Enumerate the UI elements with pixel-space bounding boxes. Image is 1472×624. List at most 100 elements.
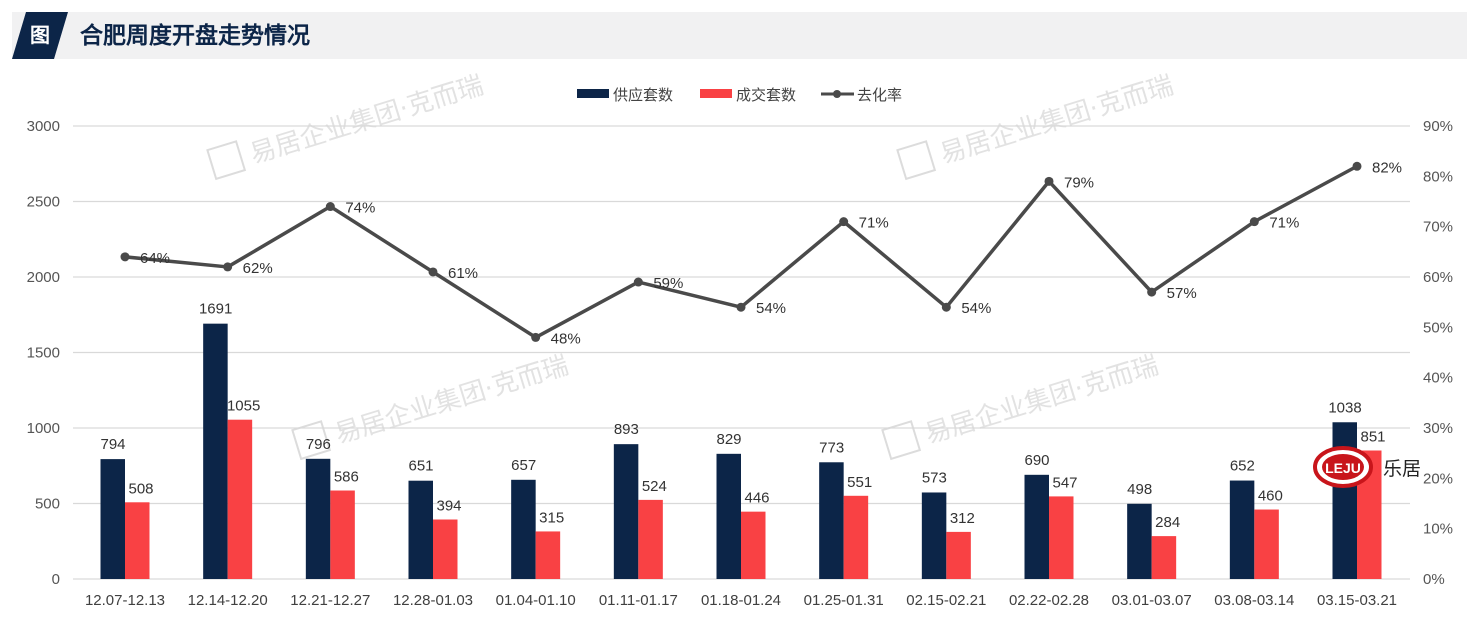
right-axis-tick: 0% bbox=[1423, 571, 1445, 588]
bar-label-supply: 829 bbox=[716, 431, 741, 448]
svg-text:易居企业集团·克而瑞: 易居企业集团·克而瑞 bbox=[922, 350, 1162, 450]
bar-label-deal: 284 bbox=[1155, 514, 1180, 531]
svg-text:易居企业集团·克而瑞: 易居企业集团·克而瑞 bbox=[247, 70, 487, 170]
x-axis-tick: 01.11-01.17 bbox=[599, 592, 678, 609]
bar-deal bbox=[535, 531, 561, 579]
gridlines bbox=[73, 125, 1410, 580]
title-band bbox=[12, 12, 1467, 59]
bar-supply bbox=[1024, 474, 1049, 579]
rate-marker bbox=[1352, 161, 1362, 171]
bar-label-supply: 657 bbox=[511, 457, 536, 474]
leju-logo-text: 乐居 bbox=[1383, 458, 1421, 480]
bar-deal bbox=[843, 495, 869, 579]
bar-label-supply: 652 bbox=[1230, 458, 1255, 475]
rate-marker bbox=[1044, 176, 1054, 186]
bar-label-deal: 460 bbox=[1258, 488, 1283, 505]
bar-label-deal: 851 bbox=[1360, 428, 1385, 445]
rate-marker bbox=[1249, 217, 1259, 227]
bar-label-deal: 394 bbox=[436, 498, 461, 515]
legend-label-supply: 供应套数 bbox=[613, 86, 673, 104]
watermark: 易居企业集团·克而瑞 bbox=[881, 350, 1162, 461]
bar-label-deal: 551 bbox=[847, 474, 872, 491]
bar-supply bbox=[1127, 503, 1152, 579]
legend-marker-rate bbox=[833, 90, 841, 98]
legend-swatch-supply bbox=[577, 89, 609, 98]
rate-marker bbox=[941, 302, 951, 312]
leju-logo: LEJU 乐居 bbox=[1313, 446, 1421, 488]
rate-marker bbox=[531, 332, 541, 342]
bar-supply bbox=[1332, 422, 1357, 579]
leju-logo-inner bbox=[1322, 454, 1364, 480]
rate-label: 62% bbox=[243, 260, 273, 277]
left-axis-tick: 1500 bbox=[27, 345, 60, 362]
rate-label: 57% bbox=[1167, 285, 1197, 302]
bar-label-supply: 690 bbox=[1024, 452, 1049, 469]
x-axis-tick: 12.28-01.03 bbox=[393, 592, 473, 609]
x-axis-tick: 02.22-02.28 bbox=[1009, 592, 1089, 609]
x-axis-tick: 03.08-03.14 bbox=[1214, 592, 1294, 609]
left-axis-tick: 2500 bbox=[27, 194, 60, 211]
rate-marker bbox=[120, 252, 130, 262]
bar-label-supply: 796 bbox=[306, 436, 331, 453]
rate-marker bbox=[736, 302, 746, 312]
left-axis-tick: 2000 bbox=[27, 269, 60, 286]
rate-marker bbox=[633, 277, 643, 287]
right-axis-tick: 80% bbox=[1423, 168, 1453, 185]
x-axis: 12.07-12.13 12.14-12.20 12.21-12.27 12.28-0… bbox=[85, 592, 1397, 609]
x-axis-tick: 12.07-12.13 bbox=[85, 592, 165, 609]
bar-label-supply: 893 bbox=[614, 421, 639, 438]
rate-line bbox=[124, 164, 1358, 340]
bar-label-supply: 1038 bbox=[1328, 399, 1361, 416]
bar-deal bbox=[1049, 496, 1074, 579]
rate-label: 71% bbox=[1269, 215, 1299, 232]
bar-label-deal: 1055 bbox=[227, 398, 260, 415]
legend-label-deal: 成交套数 bbox=[736, 86, 796, 104]
bar-supply bbox=[819, 462, 844, 579]
bar-label-deal: 508 bbox=[128, 480, 153, 497]
bar-deal bbox=[330, 490, 355, 579]
bar-supply bbox=[1229, 480, 1255, 579]
bar-series bbox=[100, 323, 1382, 579]
legend-swatch-deal bbox=[700, 89, 732, 98]
bar-deal bbox=[1254, 509, 1279, 579]
rate-label: 71% bbox=[859, 215, 889, 232]
rate-marker bbox=[428, 267, 438, 277]
legend-label-rate: 去化率 bbox=[857, 86, 902, 104]
line-series-rate: 64% 62% 74% 61% 48% 59% 54% 71% 54% 79% 57% 71% 82% bbox=[120, 159, 1402, 347]
bar-deal bbox=[1151, 536, 1177, 579]
bar-label-supply: 651 bbox=[408, 458, 433, 475]
x-axis-tick: 02.15-02.21 bbox=[906, 592, 986, 609]
bar-supply bbox=[716, 453, 741, 579]
bar-supply bbox=[511, 479, 536, 579]
rate-label: 59% bbox=[653, 275, 683, 292]
bar-label-supply: 794 bbox=[100, 436, 125, 453]
right-axis-tick: 90% bbox=[1423, 118, 1453, 135]
rate-label: 61% bbox=[448, 265, 478, 282]
rate-marker bbox=[223, 262, 233, 272]
bar-label-deal: 312 bbox=[950, 510, 975, 527]
bar-supply bbox=[921, 492, 947, 579]
rate-marker bbox=[839, 217, 849, 227]
svg-text:易居企业集团·克而瑞: 易居企业集团·克而瑞 bbox=[332, 350, 572, 450]
x-axis-tick: 03.01-03.07 bbox=[1112, 592, 1192, 609]
bar-label-supply: 773 bbox=[819, 439, 844, 456]
rate-label: 82% bbox=[1372, 159, 1402, 176]
legend: 供应套数 成交套数 去化率 bbox=[577, 86, 902, 104]
watermark: 易居企业集团·克而瑞 bbox=[206, 70, 487, 181]
bar-supply bbox=[613, 444, 639, 579]
bar-supply bbox=[408, 480, 433, 579]
bar-label-supply: 1691 bbox=[199, 301, 232, 318]
left-axis: 0 500 1000 1500 2000 2500 3000 bbox=[27, 118, 60, 588]
watermark: 易居企业集团·克而瑞 bbox=[896, 70, 1177, 181]
right-axis-tick: 70% bbox=[1423, 219, 1453, 236]
rate-label: 64% bbox=[140, 250, 170, 267]
right-axis: 0% 10% 20% 30% 40% 50% 60% 70% 80% 90% bbox=[1423, 118, 1453, 588]
right-axis-tick: 20% bbox=[1423, 470, 1453, 487]
figure-tag-label: 图 bbox=[30, 23, 50, 47]
bar-deal bbox=[741, 511, 766, 579]
left-axis-tick: 3000 bbox=[27, 118, 60, 135]
bar-deal bbox=[638, 499, 663, 579]
